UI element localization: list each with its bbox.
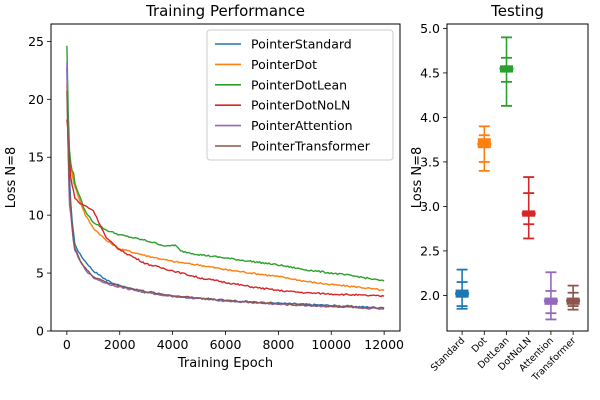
x-tick-label: 8000: [262, 337, 294, 352]
y-tick-label: 3.5: [420, 154, 440, 169]
training-y-axis-label: Loss N=8: [4, 147, 19, 209]
x-tick-label: 10000: [311, 337, 351, 352]
legend-label: PointerStandard: [251, 37, 352, 52]
legend-label: PointerDot: [251, 57, 317, 72]
box-Attention: [543, 271, 558, 321]
series-line-PointerDotLean: [66, 45, 385, 282]
y-tick-label: 5: [36, 266, 44, 281]
x-tick-label: Standard: [429, 335, 467, 373]
training-chart-title: Training Performance: [145, 2, 305, 20]
box-DotLean: [499, 36, 514, 107]
testing-chart-title: Testing: [490, 2, 544, 20]
testing-y-axis-label: Loss N=8: [410, 147, 425, 209]
box-Dot: [477, 125, 492, 172]
training-axes-frame: [50, 23, 401, 332]
training-performance-panel: Training Performance 0 2000 4000 6000 8000 10…: [4, 2, 404, 371]
box-Transformer: [566, 284, 581, 311]
y-tick-label: 4.5: [420, 65, 440, 80]
testing-box-plots: [455, 36, 581, 321]
legend-label: PointerAttention: [251, 118, 353, 133]
x-tick-label: 4000: [157, 337, 189, 352]
y-tick-label: 2.0: [420, 288, 440, 303]
x-tick-label: 6000: [210, 337, 242, 352]
y-tick-label: 2.5: [420, 243, 440, 258]
y-tick-label: 3.0: [420, 199, 440, 214]
legend-label: PointerDotLean: [251, 77, 347, 92]
training-legend: PointerStandard PointerDot PointerDotLean P…: [206, 29, 394, 161]
legend-box: [206, 29, 394, 161]
training-axes-ticks: 0 2000 4000 6000 8000 10000 12000 0 5 10 15 20 25: [28, 34, 404, 352]
y-tick-label: 25: [28, 34, 44, 49]
legend-label: PointerTransformer: [251, 139, 371, 154]
y-tick-label: 15: [28, 150, 44, 165]
box-Standard: [455, 268, 470, 310]
y-tick-label: 20: [28, 92, 44, 107]
x-tick-label: 0: [63, 337, 71, 352]
series-line-PointerTransformer: [66, 90, 385, 310]
legend-label: PointerDotNoLN: [251, 98, 350, 113]
training-x-axis-label: Training Epoch: [177, 356, 273, 371]
y-tick-label: 5.0: [420, 21, 440, 36]
x-tick-label: 2000: [104, 337, 136, 352]
x-tick-label: 12000: [364, 337, 404, 352]
y-tick-label: 4.0: [420, 110, 440, 125]
y-tick-label: 0: [36, 324, 44, 339]
testing-axes-frame: [446, 23, 589, 332]
series-line-PointerDotNoLN: [66, 119, 385, 298]
training-series-lines: [66, 45, 385, 311]
y-tick-label: 10: [28, 208, 44, 223]
box-DotNoLN: [521, 176, 536, 240]
